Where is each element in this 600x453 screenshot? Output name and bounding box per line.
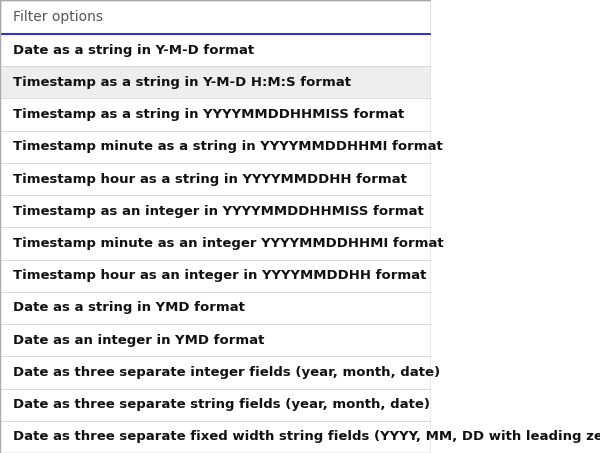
FancyBboxPatch shape [0, 421, 431, 453]
FancyBboxPatch shape [0, 357, 431, 389]
Text: Timestamp as a string in Y-M-D H:M:S format: Timestamp as a string in Y-M-D H:M:S for… [13, 76, 351, 89]
FancyBboxPatch shape [0, 66, 431, 98]
Text: Date as a string in Y-M-D format: Date as a string in Y-M-D format [13, 43, 254, 57]
Text: Timestamp hour as a string in YYYYMMDDHH format: Timestamp hour as a string in YYYYMMDDHH… [13, 173, 407, 186]
Text: Timestamp minute as a string in YYYYMMDDHHMI format: Timestamp minute as a string in YYYYMMDD… [13, 140, 443, 153]
Text: Timestamp minute as an integer YYYYMMDDHHMI format: Timestamp minute as an integer YYYYMMDDH… [13, 237, 443, 250]
Text: Timestamp as an integer in YYYYMMDDHHMISS format: Timestamp as an integer in YYYYMMDDHHMIS… [13, 205, 424, 218]
FancyBboxPatch shape [0, 163, 431, 195]
FancyBboxPatch shape [0, 195, 431, 227]
Text: Timestamp hour as an integer in YYYYMMDDHH format: Timestamp hour as an integer in YYYYMMDD… [13, 269, 427, 282]
Text: Date as three separate string fields (year, month, date): Date as three separate string fields (ye… [13, 398, 430, 411]
Text: Date as three separate integer fields (year, month, date): Date as three separate integer fields (y… [13, 366, 440, 379]
Text: Filter options: Filter options [13, 10, 103, 24]
Text: Timestamp as a string in YYYYMMDDHHMISS format: Timestamp as a string in YYYYMMDDHHMISS … [13, 108, 404, 121]
Text: Date as a string in YMD format: Date as a string in YMD format [13, 301, 245, 314]
FancyBboxPatch shape [0, 130, 431, 163]
Text: Date as an integer in YMD format: Date as an integer in YMD format [13, 334, 265, 347]
FancyBboxPatch shape [0, 292, 431, 324]
FancyBboxPatch shape [0, 34, 431, 66]
FancyBboxPatch shape [0, 324, 431, 357]
Text: Date as three separate fixed width string fields (YYYY, MM, DD with leading zero: Date as three separate fixed width strin… [13, 430, 600, 443]
FancyBboxPatch shape [0, 0, 431, 453]
FancyBboxPatch shape [0, 260, 431, 292]
FancyBboxPatch shape [0, 227, 431, 260]
FancyBboxPatch shape [0, 389, 431, 421]
FancyBboxPatch shape [0, 98, 431, 130]
